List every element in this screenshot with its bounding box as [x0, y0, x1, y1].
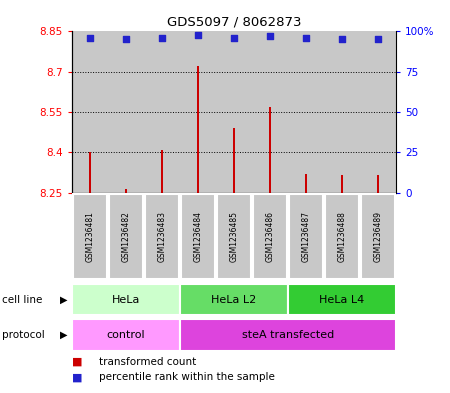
FancyBboxPatch shape	[289, 194, 323, 279]
Bar	[360, 31, 396, 193]
Text: protocol: protocol	[2, 330, 45, 340]
FancyBboxPatch shape	[72, 320, 180, 351]
Bar	[161, 150, 163, 193]
Bar	[216, 31, 252, 193]
Bar	[305, 174, 307, 193]
Text: GSM1236482: GSM1236482	[122, 211, 130, 262]
Text: GSM1236483: GSM1236483	[158, 211, 166, 262]
Text: HeLa: HeLa	[112, 295, 140, 305]
Text: steA transfected: steA transfected	[242, 330, 334, 340]
FancyBboxPatch shape	[181, 194, 215, 279]
Text: ■: ■	[72, 356, 82, 367]
Bar	[72, 31, 108, 193]
Text: ▶: ▶	[60, 295, 68, 305]
Point	[194, 31, 202, 38]
FancyBboxPatch shape	[109, 194, 143, 279]
FancyBboxPatch shape	[361, 194, 395, 279]
Point	[302, 35, 310, 41]
FancyBboxPatch shape	[217, 194, 251, 279]
Bar	[269, 107, 271, 193]
Bar	[89, 152, 91, 193]
FancyBboxPatch shape	[288, 284, 396, 315]
Bar	[125, 189, 127, 193]
Bar	[233, 128, 235, 193]
FancyBboxPatch shape	[73, 194, 107, 279]
Point	[338, 36, 346, 42]
FancyBboxPatch shape	[180, 320, 396, 351]
Point	[158, 35, 166, 41]
Text: transformed count: transformed count	[99, 356, 196, 367]
Text: control: control	[107, 330, 145, 340]
Text: HeLa L2: HeLa L2	[212, 295, 256, 305]
Text: GSM1236481: GSM1236481	[86, 211, 94, 262]
Text: GSM1236484: GSM1236484	[194, 211, 202, 262]
FancyBboxPatch shape	[253, 194, 287, 279]
Text: GSM1236485: GSM1236485	[230, 211, 238, 262]
Point	[230, 35, 238, 41]
Point	[122, 36, 130, 42]
FancyBboxPatch shape	[180, 284, 288, 315]
Title: GDS5097 / 8062873: GDS5097 / 8062873	[167, 16, 301, 29]
Text: ▶: ▶	[60, 330, 68, 340]
Point	[86, 35, 94, 41]
FancyBboxPatch shape	[72, 284, 180, 315]
FancyBboxPatch shape	[145, 194, 179, 279]
FancyBboxPatch shape	[325, 194, 359, 279]
Bar	[377, 175, 379, 193]
Bar	[180, 31, 216, 193]
Text: GSM1236487: GSM1236487	[302, 211, 310, 262]
Bar	[288, 31, 324, 193]
Bar	[324, 31, 360, 193]
Text: GSM1236486: GSM1236486	[266, 211, 274, 262]
Point	[266, 33, 274, 39]
Point	[374, 36, 382, 42]
Text: ■: ■	[72, 372, 82, 382]
Bar	[144, 31, 180, 193]
Bar	[341, 175, 343, 193]
Text: cell line: cell line	[2, 295, 43, 305]
Text: percentile rank within the sample: percentile rank within the sample	[99, 372, 275, 382]
Bar	[197, 66, 199, 193]
Text: GSM1236488: GSM1236488	[338, 211, 346, 262]
Text: HeLa L4: HeLa L4	[320, 295, 365, 305]
Text: GSM1236489: GSM1236489	[374, 211, 382, 262]
Bar	[252, 31, 288, 193]
Bar	[108, 31, 144, 193]
